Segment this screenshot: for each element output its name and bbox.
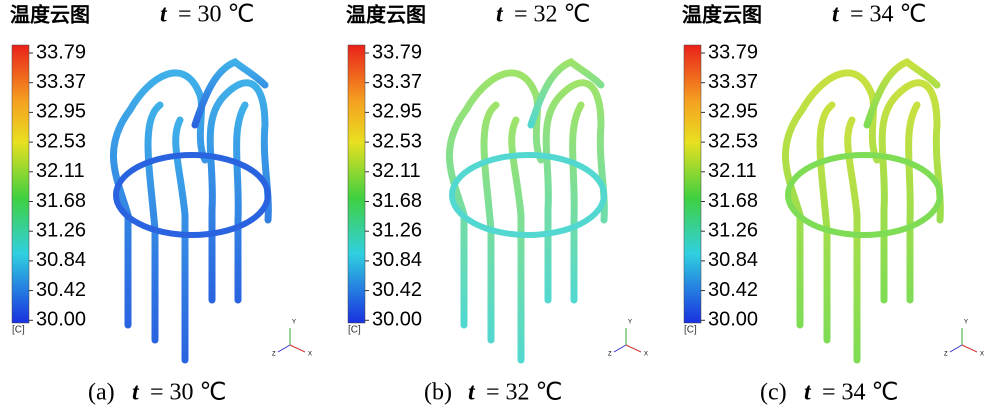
colorbar-label: 33.37 (708, 71, 758, 93)
colorbar-label: 32.11 (708, 160, 757, 182)
pipe (905, 101, 921, 304)
triad-label: Y (292, 320, 296, 326)
triad-axis (613, 344, 627, 353)
triad-axis (289, 344, 306, 353)
ring-pipe (449, 152, 607, 238)
panel: 温度云图 t = 34 ℃ 33.79 33.37 32.95 32.53 32.11 31.6… (682, 2, 984, 406)
caption-condition: = 32 ℃ (486, 380, 563, 406)
colorbar-label: 30.42 (372, 279, 422, 301)
pipe (816, 101, 836, 344)
triad-label: Z (608, 352, 612, 358)
unit: [C] (348, 325, 361, 336)
panel-title: 温度云图 (682, 3, 762, 27)
pipe (191, 57, 269, 129)
colorbar-label: 32.53 (708, 130, 758, 152)
colorbar-label: 31.68 (372, 190, 422, 212)
triad-label: Y (628, 320, 632, 326)
pipe (781, 69, 881, 329)
colorbar-label: 30.42 (708, 279, 758, 301)
colorbar-label: 32.53 (36, 130, 86, 152)
colorbar-label: 32.95 (708, 101, 758, 123)
triad-label: X (644, 352, 648, 358)
pipe (172, 116, 189, 364)
unit: [C] (684, 325, 697, 336)
colorbar-label: 32.11 (372, 160, 421, 182)
triad-axis (277, 344, 291, 353)
colorbar-label: 30.84 (372, 249, 422, 271)
colorbar-label: 31.68 (36, 190, 86, 212)
title-variable: t (160, 2, 168, 28)
unit: [C] (12, 325, 25, 336)
pipe (445, 69, 545, 329)
colorbar-label: 32.95 (36, 101, 86, 123)
title-condition: = 32 ℃ (514, 2, 591, 28)
colorbar-label: 31.26 (708, 219, 758, 241)
panel-title: 温度云图 (346, 3, 426, 27)
triad-label: X (308, 352, 312, 358)
colorbar-label: 32.11 (36, 160, 85, 182)
colorbar (683, 44, 702, 324)
pipe (480, 101, 500, 344)
colorbar-label: 33.37 (372, 71, 422, 93)
ring-pipe (113, 152, 271, 238)
pipe (144, 101, 164, 344)
title-variable: t (496, 2, 504, 28)
panel: 温度云图 t = 32 ℃ 33.79 33.37 32.95 32.53 32.11 31.6… (346, 2, 648, 406)
colorbar-label: 32.53 (372, 130, 422, 152)
caption-condition: = 30 ℃ (150, 380, 227, 406)
colorbar-label: 30.84 (708, 249, 758, 271)
title-condition: = 34 ℃ (850, 2, 927, 28)
colorbar-label: 33.79 (372, 41, 422, 63)
pipe (233, 101, 249, 304)
caption-label: (c) (760, 380, 787, 406)
colorbar-label: 30.84 (36, 249, 86, 271)
colorbar-label: 33.79 (708, 41, 758, 63)
triad-label: X (980, 352, 984, 358)
title-variable: t (832, 2, 840, 28)
colorbar-label: 33.37 (36, 71, 86, 93)
triad-axis (625, 344, 642, 353)
caption-variable: t (132, 380, 140, 406)
caption-variable: t (468, 380, 476, 406)
pipe (109, 69, 209, 329)
panel: 温度云图 t = 30 ℃ 33.79 33.37 32.95 32.53 32.11 31.6… (10, 2, 312, 406)
colorbar-label: 32.95 (372, 101, 422, 123)
caption-condition: = 34 ℃ (822, 380, 899, 406)
colorbar-label: 31.26 (372, 219, 422, 241)
triad-label: Y (964, 320, 968, 326)
pipe (844, 116, 861, 364)
ring-pipe (785, 152, 943, 238)
caption-variable: t (804, 380, 812, 406)
panel-title: 温度云图 (10, 3, 90, 27)
colorbar-label: 30.00 (36, 309, 86, 331)
title-condition: = 30 ℃ (178, 2, 255, 28)
pipe (508, 116, 525, 364)
triad-label: Z (944, 352, 948, 358)
colorbar (11, 44, 30, 324)
colorbar (347, 44, 366, 324)
colorbar-label: 30.00 (372, 309, 422, 331)
caption-label: (a) (88, 380, 115, 406)
triad-axis (949, 344, 963, 353)
colorbar-label: 33.79 (36, 41, 86, 63)
pipe (863, 57, 941, 129)
pipe (569, 101, 585, 304)
pipe (527, 57, 605, 129)
caption-label: (b) (424, 380, 452, 406)
colorbar-label: 31.68 (708, 190, 758, 212)
colorbar-label: 30.42 (36, 279, 86, 301)
colorbar-label: 30.00 (708, 309, 758, 331)
triad-label: Z (272, 352, 276, 358)
colorbar-label: 31.26 (36, 219, 86, 241)
triad-axis (961, 344, 978, 353)
